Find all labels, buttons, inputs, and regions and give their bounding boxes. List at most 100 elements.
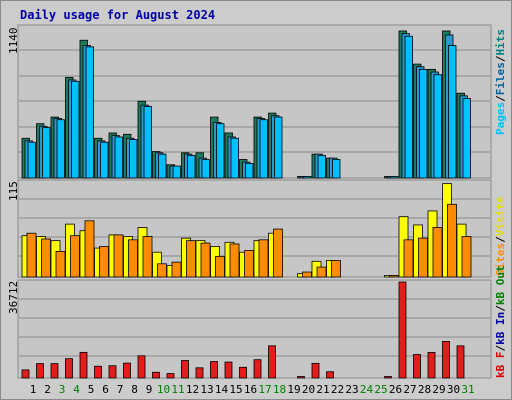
bar-pages-day-8: [129, 139, 138, 179]
bar-pages-day-16: [245, 163, 254, 179]
day-label-28: 28: [418, 383, 431, 396]
day-label-19: 19: [287, 383, 300, 396]
chart-title: Daily usage for August 2024: [20, 8, 215, 22]
bar-kb-f-day-30: [442, 340, 450, 379]
bar-sites-day-27: [403, 239, 414, 278]
legend-top: Pages/Files/Hits: [494, 29, 507, 135]
legend-slash: /: [494, 236, 507, 243]
legend-mid: Sites/Visits: [494, 197, 507, 277]
bar-kb-f-day-9: [137, 355, 146, 379]
bar-kb-f-day-11: [166, 373, 175, 379]
day-label-30: 30: [447, 383, 460, 396]
bar-pages-day-13: [201, 159, 210, 179]
bar-sites-day-10: [157, 263, 167, 278]
bar-sites-day-29: [432, 227, 443, 278]
day-label-8: 8: [131, 383, 138, 396]
bar-sites-day-17: [258, 239, 269, 278]
legend-slash: /: [494, 345, 507, 352]
bar-sites-day-6: [99, 246, 109, 278]
bar-sites-day-2: [41, 238, 51, 278]
day-label-14: 14: [215, 383, 229, 396]
bar-pages-day-6: [100, 141, 109, 179]
bar-sites-day-20: [302, 271, 312, 278]
day-label-4: 4: [73, 383, 80, 396]
day-label-7: 7: [117, 383, 124, 396]
day-label-27: 27: [403, 383, 416, 396]
bar-kb-f-day-31: [456, 345, 465, 379]
day-label-11: 11: [171, 383, 184, 396]
bar-kb-f-day-10: [152, 371, 160, 379]
day-label-16: 16: [244, 383, 257, 396]
bar-kb-f-day-28: [413, 354, 421, 379]
legend-kbf: kB F: [494, 352, 507, 379]
bar-pages-day-29: [433, 74, 442, 179]
bar-kb-f-day-3: [50, 363, 59, 379]
day-label-1: 1: [30, 383, 37, 396]
day-label-21: 21: [316, 383, 329, 396]
bar-kb-f-day-5: [79, 351, 88, 379]
day-label-23: 23: [345, 383, 358, 396]
bar-kb-f-day-18: [268, 345, 276, 379]
bar-sites-day-28: [418, 237, 428, 278]
bar-pages-day-1: [27, 141, 36, 179]
bar-pages-day-11: [172, 165, 181, 179]
legend-visits: Visits: [494, 197, 507, 237]
legend-sites: Sites: [494, 243, 507, 276]
day-label-17: 17: [258, 383, 271, 396]
bar-sites-day-16: [244, 250, 254, 278]
bar-kb-f-day-12: [181, 360, 189, 379]
bar-sites-day-21: [316, 266, 327, 278]
day-label-15: 15: [229, 383, 242, 396]
bar-pages-day-28: [419, 68, 428, 179]
legend-bot: kB F/kB In/kB Out: [494, 265, 507, 378]
bar-pages-day-15: [230, 137, 239, 179]
day-label-6: 6: [102, 383, 109, 396]
day-label-9: 9: [146, 383, 153, 396]
bar-pages-day-20: [303, 176, 312, 179]
bar-pages-day-26: [390, 176, 399, 179]
day-label-13: 13: [200, 383, 213, 396]
day-label-10: 10: [157, 383, 170, 396]
bar-sites-day-11: [171, 261, 182, 278]
legend-hits: Hits: [494, 29, 507, 56]
day-label-31: 31: [461, 383, 474, 396]
bar-kb-f-day-21: [311, 362, 320, 379]
legend-files: Files: [494, 62, 507, 95]
bar-sites-day-26: [389, 275, 399, 278]
bar-kb-f-day-14: [210, 361, 218, 379]
legend-kbout: kB Out: [494, 265, 507, 305]
bar-pages-day-14: [216, 123, 225, 179]
bar-pages-day-18: [274, 116, 283, 179]
y-tick-kb-max: 36712: [7, 281, 20, 314]
bar-pages-day-17: [259, 119, 268, 179]
bar-pages-day-10: [158, 153, 167, 179]
y-tick-visits-max: 115: [7, 181, 20, 201]
bar-kb-f-day-13: [195, 367, 204, 379]
bar-sites-day-5: [84, 220, 95, 278]
day-labels: 1 2 3 4 5 6 7 8 9 10 11 12 13 14 15 16 17 18 19 20 21 22 23 24 2…: [30, 383, 475, 396]
bar-sites-day-1: [26, 232, 37, 278]
legend-kbin: kB In: [494, 312, 507, 345]
bar-kb-f-day-7: [108, 365, 117, 379]
bar-kb-f-day-27: [398, 281, 407, 379]
bar-pages-day-22: [332, 159, 341, 179]
bar-kb-f-day-15: [224, 361, 233, 379]
bar-kb-f-day-1: [21, 369, 30, 379]
bar-sites-day-30: [447, 203, 457, 278]
bar-sites-day-3: [55, 250, 66, 278]
legend-slash: /: [494, 95, 507, 102]
bar-kb-f-day-26: [384, 376, 392, 379]
bar-sites-day-9: [142, 236, 153, 278]
day-label-2: 2: [44, 383, 51, 396]
day-label-24: 24: [360, 383, 374, 396]
bar-pages-day-4: [71, 80, 80, 179]
bar-kb-f-day-20: [297, 376, 305, 379]
bar-pages-day-27: [404, 35, 413, 179]
day-label-25: 25: [374, 383, 387, 396]
bar-sites-day-8: [128, 239, 138, 278]
bar-pages-day-31: [462, 98, 471, 179]
bar-pages-day-12: [187, 155, 196, 179]
legend-slash: /: [494, 305, 507, 312]
y-tick-hits-max: 1140: [7, 28, 20, 55]
